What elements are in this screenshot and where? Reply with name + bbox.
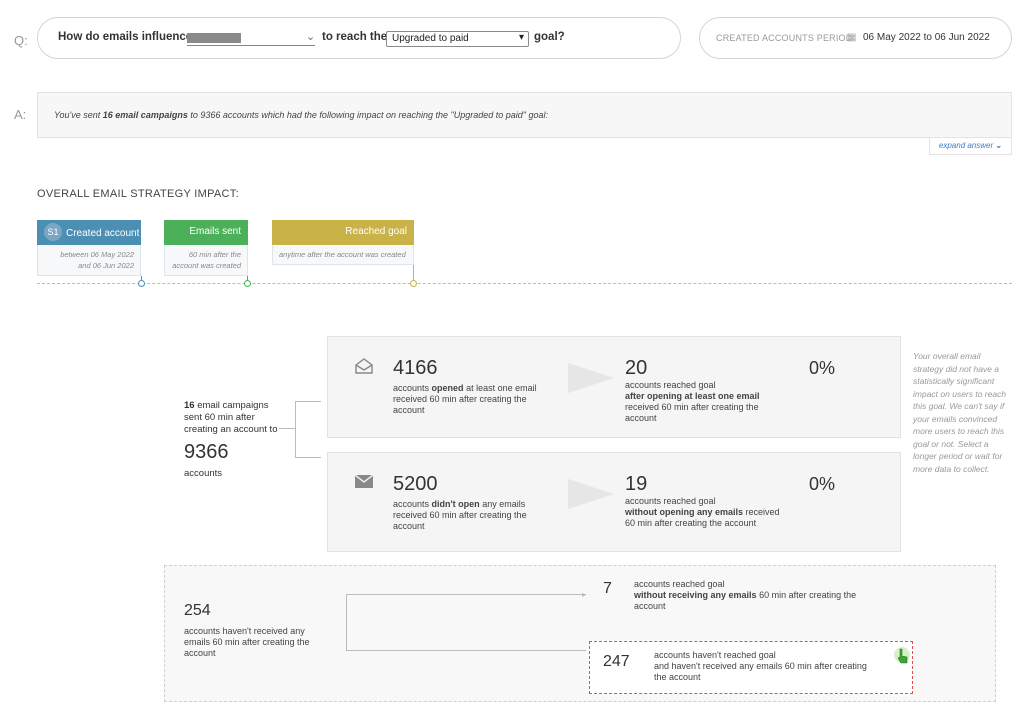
opened-panel: 4166 accounts opened at least one email …	[327, 336, 901, 438]
calendar-icon: ▦	[847, 32, 857, 43]
question-prefix: How do emails influence	[58, 31, 193, 43]
no-email-count: 254	[184, 602, 211, 619]
expand-answer-button[interactable]: expand answer ⌄	[929, 138, 1012, 155]
question-bar: How do emails influence ⌄ to reach the U…	[37, 17, 681, 59]
chevron-down-icon: ⌄	[995, 141, 1003, 150]
connector-line	[346, 594, 586, 595]
step-emails-sent: Emails sent 60 min after the account was…	[164, 220, 248, 276]
opened-goal-description: accounts reached goal after opening at l…	[625, 380, 760, 423]
connector-line	[295, 457, 321, 458]
timeline-dot	[410, 280, 417, 287]
total-accounts: 9366	[184, 441, 229, 463]
step-note: anytime after the account was created	[272, 245, 414, 265]
step-connector	[413, 265, 414, 283]
step-header: S1 Created account	[37, 220, 141, 245]
question-middle: to reach the	[322, 31, 388, 43]
connector-line	[295, 401, 296, 457]
reached-count: 7	[603, 580, 612, 597]
answer-box: You've sent 16 email campaigns to 9366 a…	[37, 92, 1012, 138]
opened-count: 4166	[393, 357, 438, 379]
step-header: Emails sent	[164, 220, 248, 245]
not-reached-description: accounts haven't reached goal and haven'…	[654, 650, 867, 682]
strategy-title: OVERALL EMAIL STRATEGY IMPACT:	[37, 188, 239, 200]
period-picker[interactable]: CREATED ACCOUNTS PERIOD: ▦ 06 May 2022 t…	[699, 17, 1012, 59]
question-label: Q:	[14, 33, 28, 48]
total-accounts-label: accounts	[184, 468, 223, 479]
step-note: 60 min after the account was created	[164, 245, 248, 276]
reached-description: accounts reached goal without receiving …	[634, 579, 857, 611]
not-reached-box[interactable]: 247 accounts haven't reached goal and ha…	[589, 641, 913, 694]
step-header: Reached goal	[272, 220, 414, 245]
connector-line	[346, 594, 347, 650]
period-value: 06 May 2022 to 06 Jun 2022	[863, 32, 990, 43]
step-note: between 06 May 2022 and 06 Jun 2022	[37, 245, 141, 276]
summary-text: 16 email campaigns sent 60 min after cre…	[184, 400, 278, 435]
flow-arrow-icon	[568, 363, 614, 393]
step-reached-goal: Reached goal anytime after the account w…	[272, 220, 414, 265]
arrow-right-icon: ▸	[582, 590, 587, 599]
not-reached-count: 247	[603, 653, 630, 670]
flow-arrow-icon	[568, 479, 614, 509]
not-opened-goal-description: accounts reached goal without opening an…	[625, 496, 780, 528]
hand-cursor-icon	[894, 647, 910, 664]
envelope-closed-icon	[355, 475, 373, 488]
timeline-dot	[244, 280, 251, 287]
step-connector	[141, 276, 142, 283]
not-opened-description: accounts didn't open any emails received…	[393, 499, 527, 531]
step-created-account: S1 Created account between 06 May 2022 an…	[37, 220, 141, 276]
not-opened-count: 5200	[393, 473, 438, 495]
opened-goal-count: 20	[625, 357, 648, 379]
connector-line	[346, 650, 586, 651]
not-opened-panel: 5200 accounts didn't open any emails rec…	[327, 452, 901, 552]
envelope-open-icon	[355, 358, 373, 374]
not-opened-goal-count: 19	[625, 473, 648, 495]
no-email-description: accounts haven't received any emails 60 …	[184, 626, 310, 658]
select-caret-icon: ▾	[518, 32, 524, 43]
answer-label: A:	[14, 107, 27, 122]
step-badge: S1	[44, 223, 62, 241]
period-label: CREATED ACCOUNTS PERIOD:	[716, 33, 856, 43]
connector-line	[295, 401, 321, 402]
opened-percentage: 0%	[809, 358, 836, 378]
opened-description: accounts opened at least one email recei…	[393, 383, 537, 415]
goal-select[interactable]: Upgraded to paid ▾	[386, 31, 529, 47]
connector-line	[279, 428, 295, 429]
significance-note: Your overall email strategy did not have…	[913, 351, 1007, 474]
not-opened-percentage: 0%	[809, 474, 836, 494]
answer-text: You've sent 16 email campaigns to 9366 a…	[54, 110, 548, 120]
timeline	[37, 283, 1012, 284]
question-suffix: goal?	[534, 31, 565, 43]
step-connector	[247, 276, 248, 283]
chevron-down-icon[interactable]: ⌄	[306, 31, 316, 43]
timeline-dot	[138, 280, 145, 287]
goal-select-value: Upgraded to paid	[392, 33, 469, 44]
redacted-entity[interactable]	[187, 33, 241, 43]
entity-dropdown-underline	[187, 45, 315, 46]
